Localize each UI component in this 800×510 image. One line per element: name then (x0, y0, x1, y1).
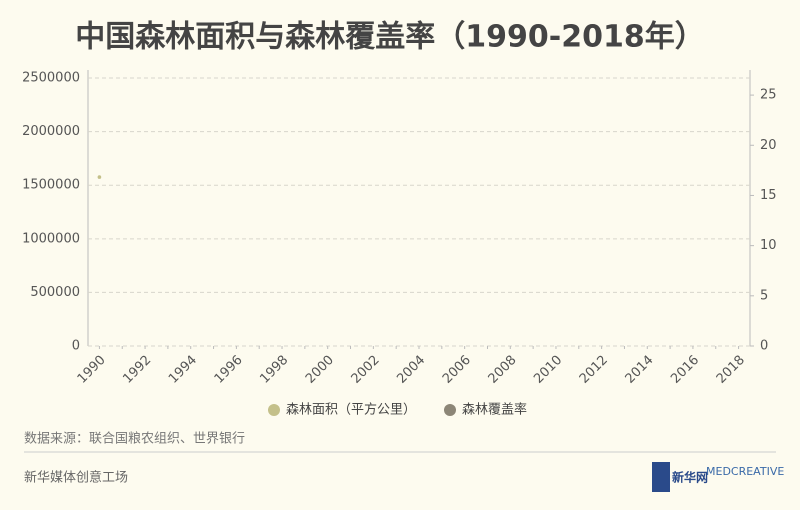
y-tick-label: 500000 (30, 285, 80, 300)
legend-label: 森林面积（平方公里） (286, 402, 416, 418)
logo-text: 新华网 (672, 470, 708, 485)
y-tick-label: 1000000 (22, 231, 80, 246)
x-tick-label: 2008 (486, 353, 520, 387)
y2-tick-label: 10 (760, 238, 777, 253)
legend-label: 森林覆盖率 (462, 402, 527, 418)
data-point (97, 175, 102, 179)
chart-title: 中国森林面积与森林覆盖率（1990-2018年） (75, 20, 704, 55)
x-tick-label: 1994 (166, 353, 200, 387)
x-tick-label: 2010 (531, 353, 565, 387)
legend-swatch (268, 404, 280, 416)
x-tick-label: 2000 (303, 353, 337, 387)
y2-tick-label: 20 (760, 138, 777, 153)
y-tick-label: 1500000 (22, 178, 80, 193)
x-tick-label: 1990 (75, 353, 109, 387)
y2-tick-label: 15 (760, 188, 777, 203)
x-tick-label: 2018 (714, 353, 748, 387)
x-tick-label: 2016 (668, 353, 702, 387)
x-tick-label: 1998 (257, 353, 291, 387)
logo-block (652, 462, 670, 492)
footer: 新华媒体创意工场 (24, 470, 128, 486)
x-tick-label: 1992 (120, 353, 154, 387)
y2-tick-label: 0 (760, 339, 768, 354)
source: 数据来源：联合国粮农组织、世界银行 (24, 432, 245, 447)
y-tick-label: 0 (72, 339, 80, 354)
legend-swatch (444, 404, 456, 416)
y-tick-label: 2500000 (22, 71, 80, 86)
x-tick-label: 2012 (577, 353, 611, 387)
y-tick-label: 2000000 (22, 124, 80, 139)
y2-tick-label: 5 (760, 288, 768, 303)
y2-tick-label: 25 (760, 88, 777, 103)
x-tick-label: 2002 (349, 353, 383, 387)
logo-text: MEDCREATIVE (706, 465, 784, 478)
x-tick-label: 2006 (440, 353, 474, 387)
x-tick-label: 2004 (394, 353, 428, 387)
x-tick-label: 2014 (623, 353, 657, 387)
x-tick-label: 1996 (212, 353, 246, 387)
